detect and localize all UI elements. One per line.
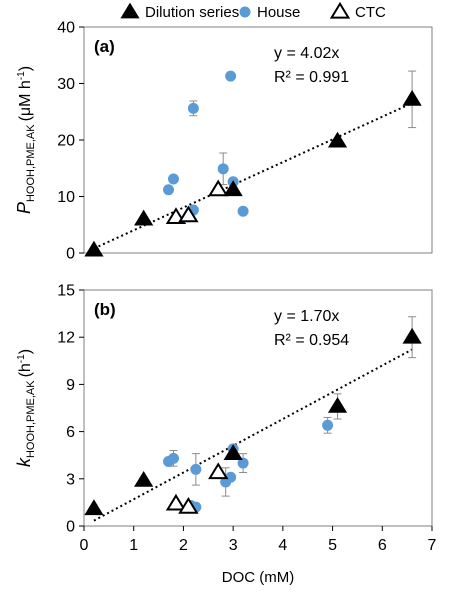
ctc-point: [208, 179, 229, 197]
dilution-series-point: [84, 499, 104, 516]
dilution-series-point: [327, 131, 348, 148]
x-tick-label: 5: [328, 537, 337, 554]
dilution-series-point: [327, 397, 348, 413]
x-axis-label: DOC (mM): [222, 569, 294, 586]
x-tick-label: 4: [278, 537, 287, 554]
dilution-series-point: [223, 444, 243, 461]
dilution-series-point: [402, 89, 422, 106]
trendline: [93, 102, 413, 250]
house-point: [237, 205, 249, 217]
trendline-r2: R² = 0.954: [274, 332, 349, 349]
chart-legend: Dilution series House CTC: [120, 1, 386, 21]
trendline-equation: y = 4.02x: [274, 45, 339, 62]
x-tick-label: 1: [129, 537, 138, 554]
dilution-series-point: [402, 327, 422, 344]
house-point: [322, 419, 334, 431]
house-point: [167, 452, 179, 464]
x-tick-label: 6: [378, 537, 387, 554]
dilution-series-point: [84, 240, 104, 257]
legend-dilution-series-label: Dilution series: [145, 4, 239, 21]
y-tick-label: 20: [57, 133, 75, 150]
ctc-point: [165, 493, 187, 511]
legend-dilution-series-marker: [120, 2, 140, 19]
y-tick-label: 40: [57, 20, 75, 37]
y-tick-label: 10: [57, 189, 75, 206]
x-tick-label: 0: [80, 537, 89, 554]
ctc-point: [208, 462, 229, 480]
ctc-point: [178, 496, 199, 514]
legend-ctc-label: CTC: [355, 4, 386, 21]
trendline-r2: R² = 0.991: [274, 69, 349, 86]
y-tick-label: 3: [66, 471, 75, 488]
y-tick-label: 30: [57, 76, 75, 93]
house-point: [190, 463, 202, 475]
x-tick-label: 3: [229, 537, 238, 554]
trendline: [93, 348, 413, 522]
house-point: [217, 163, 229, 175]
house-point: [187, 102, 199, 114]
house-point: [163, 184, 175, 196]
house-point: [225, 70, 237, 82]
x-tick-label: 2: [179, 537, 188, 554]
y-tick-label: 9: [66, 377, 75, 394]
plot-area-border: [83, 26, 433, 254]
y-axis-label: kHOOH,PME,AK(h-1): [14, 349, 37, 467]
dilution-series-point: [134, 470, 154, 487]
y-tick-label: 0: [66, 246, 75, 263]
panel-label: (a): [94, 37, 115, 56]
ctc-point: [178, 205, 199, 223]
y-axis-label: PHOOH,PME,AK(μM h-1): [14, 66, 37, 214]
plot-area-border: [83, 289, 433, 527]
legend-house-label: House: [257, 4, 300, 21]
y-tick-label: 15: [57, 283, 75, 300]
panel-label: (b): [94, 300, 116, 319]
y-tick-label: 12: [57, 330, 75, 347]
legend-house-marker: [239, 6, 251, 18]
y-tick-label: 6: [66, 424, 75, 441]
house-point: [167, 173, 179, 185]
house-point: [237, 457, 249, 469]
dilution-series-point: [134, 209, 154, 226]
panel-a: 0 10 20 30 40 PHOOH,PME,AK(μM h-1) (a) y = 4.02…: [14, 20, 433, 263]
y-tick-label: 0: [66, 519, 75, 536]
trendline-equation: y = 1.70x: [274, 308, 339, 325]
x-tick-label: 7: [428, 537, 437, 554]
legend-ctc-marker: [329, 1, 351, 19]
house-point: [225, 471, 237, 483]
dilution-series-point: [223, 180, 243, 197]
